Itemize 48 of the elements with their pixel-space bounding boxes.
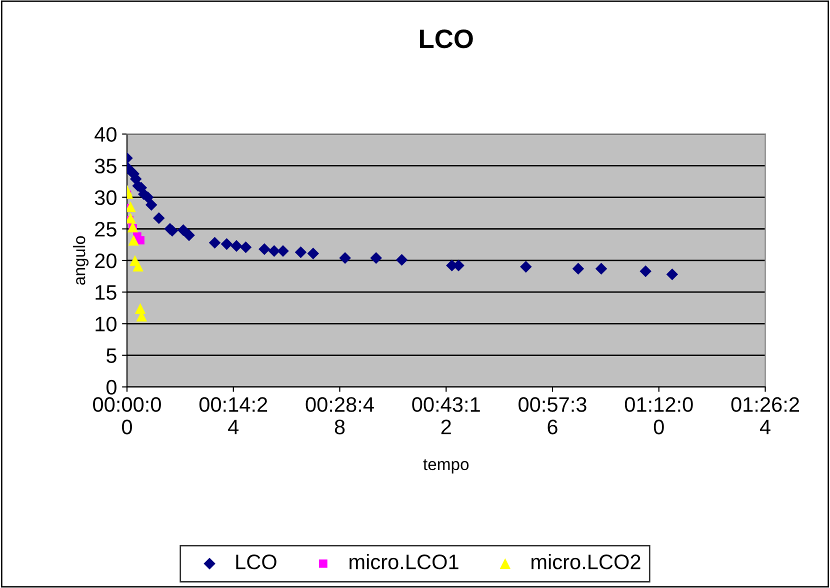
legend-label: LCO [236,554,276,570]
point [153,212,165,224]
y-tick-label: 30 [94,190,116,206]
point [126,201,136,212]
point [220,238,233,250]
y-tick-label: 20 [95,253,116,268]
point [370,252,382,264]
point [277,245,289,257]
point [183,229,195,242]
point [145,198,158,211]
x-tick-label: 01:12:00 [624,397,693,434]
point [307,248,320,260]
legend-label: micro.LCO1 [350,554,458,570]
point [258,243,270,255]
point [132,260,144,272]
point [230,240,242,252]
chart-title: LCO [420,30,473,48]
point [396,254,408,266]
y-tick-label: 35 [94,158,116,174]
x-axis-title: tempo [423,459,469,474]
x-tick-label: 00:43:12 [412,397,480,434]
point [339,252,351,264]
point [595,262,608,275]
point [128,234,140,246]
y-tick-label: 5 [106,348,116,364]
point [572,262,584,275]
x-tick-label: 00:28:48 [306,397,374,434]
legend-label: micro.LCO2 [532,554,640,570]
x-tick-label: 00:00:00 [93,397,161,434]
point [666,268,678,280]
point [166,224,178,237]
y-tick-label: 10 [96,316,116,332]
y-tick-label: 25 [95,222,116,237]
point [208,236,221,249]
y-tick-label: 0 [106,380,116,395]
point [240,241,252,254]
point [136,236,144,244]
point [520,260,532,273]
y-axis-title: angulo [73,236,89,285]
point [640,265,652,278]
x-tick-label: 00:14:24 [199,397,268,434]
y-tick-label: 40 [94,127,116,142]
point [294,246,307,258]
y-tick-label: 15 [96,285,116,300]
point [126,212,136,224]
point [177,224,190,236]
x-tick-label: 00:57:36 [518,397,586,434]
x-tick-label: 01:26:24 [731,397,799,434]
